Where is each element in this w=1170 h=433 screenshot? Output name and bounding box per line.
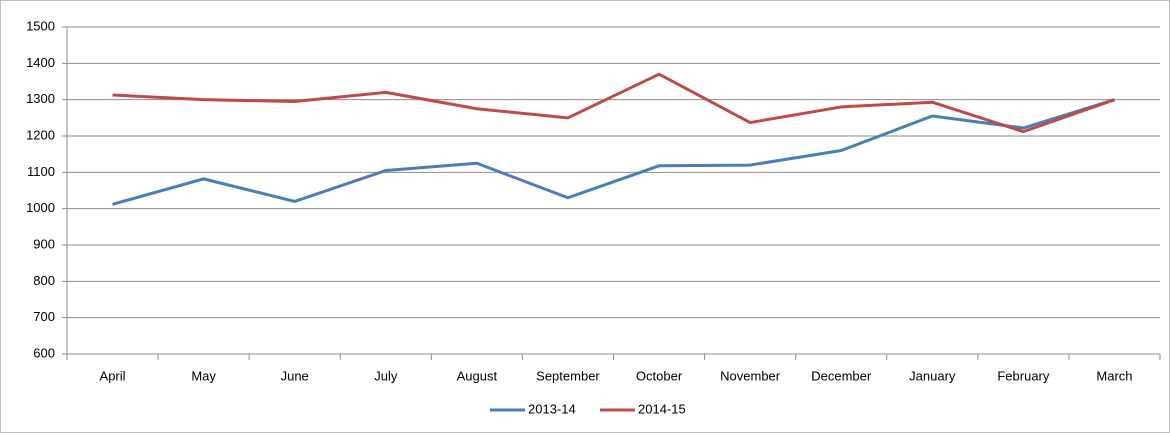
y-tick-label: 800 [33,273,55,288]
y-tick-label: 1400 [26,55,55,70]
y-tick-label: 1000 [26,200,55,215]
x-tick-label: June [281,368,309,383]
series-line [112,98,1115,206]
x-tick-label: October [636,368,683,383]
y-tick-label: 1200 [26,127,55,142]
legend-label: 2014-15 [638,401,686,416]
series-line [112,72,1115,134]
y-tick-label: 900 [33,236,55,251]
x-tick-label: February [997,368,1050,383]
y-tick-label: 1500 [26,18,55,33]
x-tick-label: May [191,368,216,383]
x-tick-label: July [374,368,398,383]
y-tick-label: 1100 [27,164,55,179]
y-tick-label: 700 [33,309,55,324]
x-tick-label: September [536,368,600,383]
x-tick-label: November [720,368,781,383]
x-tick-label: March [1096,368,1132,383]
x-tick-label: December [811,368,872,383]
x-tick-label: August [457,368,498,383]
x-tick-label: January [909,368,956,383]
y-tick-label: 600 [33,345,55,360]
x-tick-label: April [100,368,126,383]
legend-label: 2013-14 [528,401,576,416]
y-tick-label: 1300 [26,91,55,106]
